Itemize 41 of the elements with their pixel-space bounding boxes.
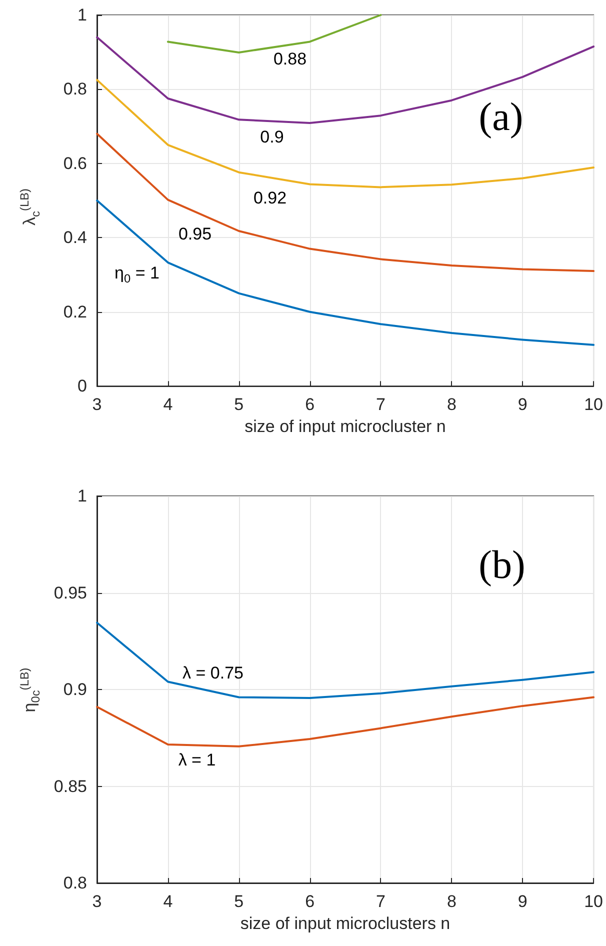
annotation: (b) — [478, 542, 526, 587]
y-tick-label: 0 — [78, 376, 87, 396]
x-tick-label: 8 — [446, 395, 456, 414]
x-tick-label: 6 — [305, 395, 315, 414]
x-tick-label: 7 — [376, 395, 386, 414]
line-series — [96, 78, 595, 188]
x-tick-label: 7 — [376, 892, 386, 911]
annotation: 0.95 — [178, 224, 212, 244]
y-tick-label: 0.8 — [63, 80, 87, 99]
y-tick-label: 0.95 — [54, 583, 87, 602]
x-tick-label: 5 — [234, 892, 244, 911]
x-tick-label: 3 — [92, 892, 102, 911]
annotation: (a) — [478, 94, 524, 139]
y-tick-label: 0.6 — [63, 154, 87, 173]
y-tick-label: 0.2 — [63, 302, 87, 322]
y-tick-label: 0.8 — [63, 874, 87, 892]
x-tick-label: 5 — [234, 395, 244, 414]
y-tick-label: 0.85 — [54, 776, 87, 796]
x-axis-title: size of input microcluster n — [244, 417, 446, 436]
x-tick-label: 6 — [305, 892, 315, 911]
y-tick-label: 1 — [78, 6, 87, 24]
annotation: λ = 1 — [178, 750, 216, 770]
x-tick-label: 4 — [163, 395, 173, 414]
x-tick-label: 9 — [518, 892, 528, 911]
line-series — [96, 696, 595, 748]
x-tick-label: 9 — [518, 395, 528, 414]
y-tick-label: 0.9 — [63, 680, 87, 699]
x-tick-label: 8 — [446, 892, 456, 911]
y-tick-label: 0.4 — [63, 228, 87, 248]
annotation: 0.9 — [260, 128, 284, 146]
x-axis-title: size of input microclusters n — [240, 914, 450, 933]
x-tick-label: 4 — [163, 892, 173, 911]
line-series — [96, 622, 595, 700]
annotation: 0.88 — [273, 50, 307, 68]
y-tick-label: 1 — [78, 486, 87, 506]
x-tick-label: 10 — [584, 395, 604, 414]
annotation: λ = 0.75 — [182, 664, 244, 682]
x-tick-label: 3 — [92, 395, 102, 414]
annotation: 0.92 — [253, 188, 287, 208]
x-tick-label: 10 — [584, 892, 604, 911]
annotation: η$_{0}$ = 1 — [114, 263, 160, 286]
